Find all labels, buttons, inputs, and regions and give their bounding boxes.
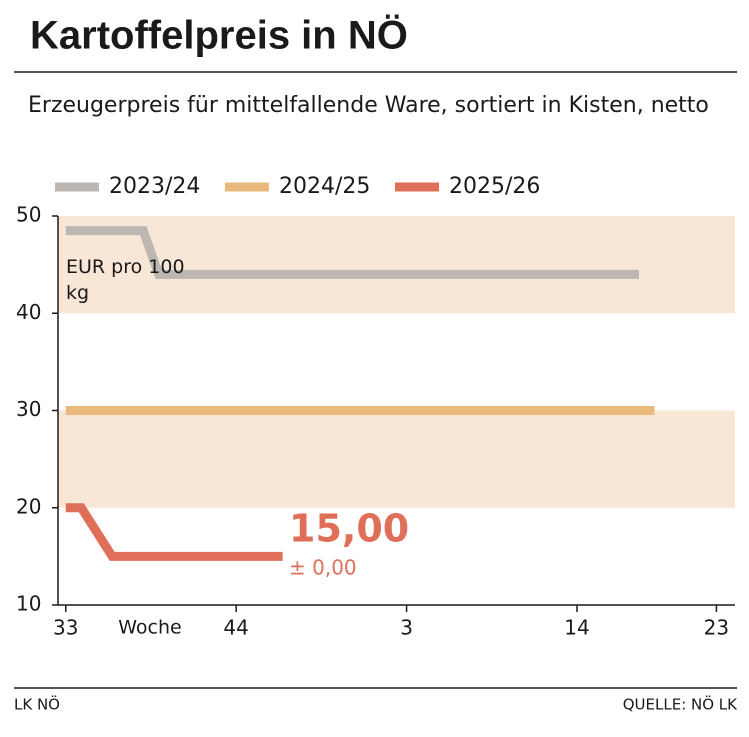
x-axis-label: Woche: [118, 617, 181, 639]
footer-right: QUELLE: NÖ LK: [623, 695, 738, 714]
x-tick-label: 23: [704, 616, 729, 640]
y-tick-label: 20: [16, 494, 41, 518]
annotation-value: 15,00: [289, 507, 409, 551]
x-tick-label: 44: [223, 616, 248, 640]
chart-subtitle: Erzeugerpreis für mittelfallende Ware, s…: [28, 93, 709, 118]
series-line: [65, 503, 283, 561]
band: [58, 216, 735, 314]
series-line: [65, 226, 639, 279]
legend-label: 2024/25: [279, 174, 370, 199]
chart-title: Kartoffelpreis in NÖ: [30, 13, 408, 58]
y-tick-label: 40: [16, 300, 41, 324]
legend-label: 2025/26: [449, 174, 540, 199]
y-tick-label: 50: [16, 203, 41, 227]
y-tick-label: 10: [16, 592, 41, 616]
y-tick-label: 30: [16, 397, 41, 421]
legend-label: 2023/24: [109, 174, 200, 199]
y-label-box: EUR pro 100 kg: [66, 256, 185, 304]
x-tick-label: 14: [564, 616, 589, 640]
legend: 2023/24 2024/25 2025/26: [55, 174, 540, 199]
x-tick-label: 33: [53, 616, 78, 640]
subtitle-box: Erzeugerpreis für mittelfallende Ware, s…: [28, 93, 709, 118]
y-axis-label: EUR pro 100 kg: [66, 256, 185, 304]
footer-left: LK NÖ: [14, 695, 60, 714]
band: [58, 410, 735, 508]
annotation-change: ± 0,00: [289, 556, 357, 580]
x-tick-label: 3: [400, 616, 413, 640]
